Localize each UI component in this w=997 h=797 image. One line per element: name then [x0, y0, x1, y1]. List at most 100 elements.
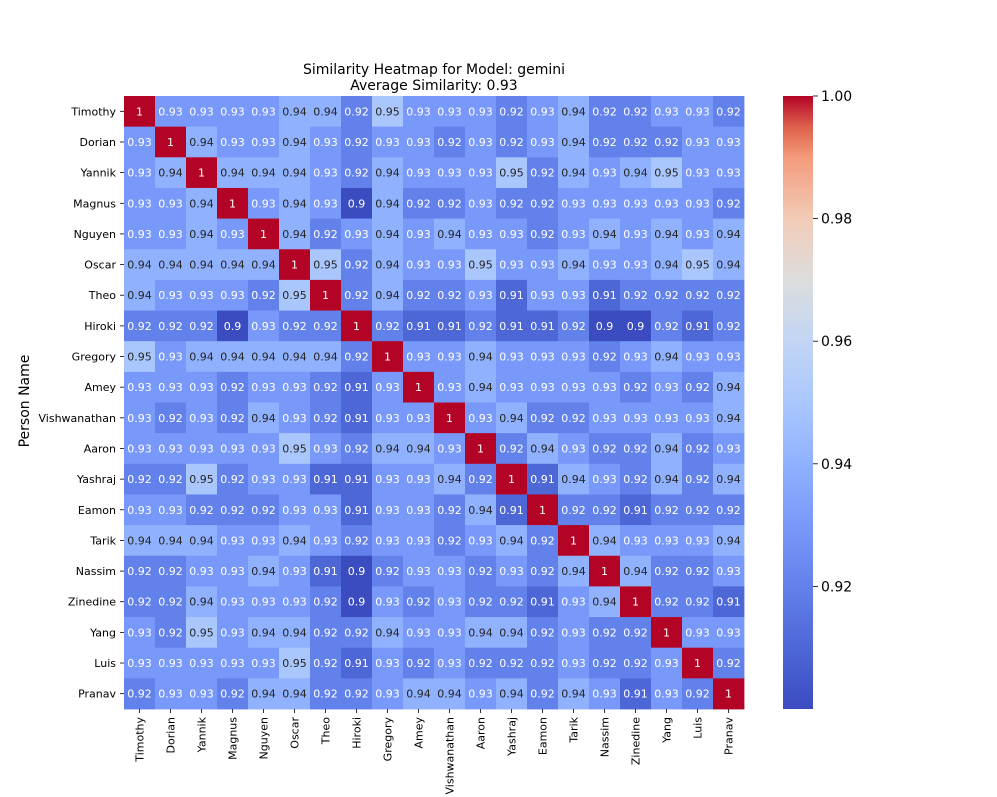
heatmap-cell-label: 0.92 — [158, 473, 183, 486]
heatmap-cell — [651, 279, 683, 311]
x-tick-label: Zinedine — [630, 717, 643, 765]
heatmap-cell — [589, 218, 621, 250]
heatmap-cell-label: 0.94 — [468, 351, 493, 364]
heatmap-cell — [589, 555, 621, 587]
heatmap-cell-label: 0.94 — [592, 534, 617, 547]
heatmap-cell — [186, 126, 218, 158]
heatmap-cell — [124, 617, 156, 649]
heatmap-cell — [465, 279, 497, 311]
heatmap-cell-label: 0.94 — [220, 167, 245, 180]
heatmap-cell — [124, 249, 156, 281]
heatmap-cell — [713, 341, 745, 373]
heatmap-cell — [186, 249, 218, 281]
heatmap-cell — [682, 494, 714, 526]
heatmap-cell-label: 0.92 — [189, 504, 214, 517]
heatmap-cell — [341, 126, 373, 158]
heatmap-cell — [155, 494, 187, 526]
heatmap-cell — [682, 463, 714, 495]
heatmap-cell-label: 0.94 — [189, 136, 214, 149]
heatmap-cell-label: 0.94 — [716, 412, 741, 425]
heatmap-cell-label: 0.93 — [468, 167, 493, 180]
heatmap-cell — [124, 433, 156, 465]
heatmap-cell-label: 0.93 — [251, 320, 276, 333]
x-tick-label: Luis — [692, 717, 705, 739]
heatmap-cell — [341, 525, 373, 557]
heatmap-cell — [279, 525, 311, 557]
chart-subtitle: Average Similarity: 0.93 — [350, 78, 517, 94]
y-tick-label: Pranav — [78, 688, 116, 701]
heatmap-cell — [651, 341, 683, 373]
heatmap-cell-label: 0.91 — [530, 473, 555, 486]
x-tick-label: Eamon — [537, 717, 550, 755]
heatmap-cell-label: 0.94 — [468, 626, 493, 639]
heatmap-cell — [217, 96, 249, 128]
heatmap-cell — [372, 96, 404, 128]
heatmap-cell-label: 0.92 — [344, 167, 369, 180]
heatmap-cell — [682, 218, 714, 250]
heatmap-cell — [155, 402, 187, 434]
heatmap-cell — [248, 494, 280, 526]
heatmap-cell — [465, 96, 497, 128]
heatmap-cell-label: 0.93 — [375, 412, 400, 425]
heatmap-cell-label: 0.9 — [224, 320, 242, 333]
heatmap-cell-label: 0.94 — [654, 228, 679, 241]
heatmap-cell — [248, 249, 280, 281]
heatmap-cell-label: 0.94 — [716, 381, 741, 394]
heatmap-cell-label: 0.94 — [189, 259, 214, 272]
y-tick-label: Yannik — [80, 167, 117, 180]
heatmap-cell — [372, 402, 404, 434]
heatmap-cell — [403, 218, 435, 250]
heatmap-cell-label: 0.92 — [313, 228, 338, 241]
heatmap-cell — [217, 586, 249, 618]
heatmap-cell-label: 0.92 — [623, 442, 648, 455]
heatmap-cell — [434, 678, 466, 710]
heatmap-cell — [434, 525, 466, 557]
heatmap-cell — [527, 678, 559, 710]
heatmap-cell-label: 0.94 — [499, 626, 524, 639]
heatmap-cell — [682, 187, 714, 219]
heatmap-cell-label: 1 — [570, 534, 577, 547]
heatmap-cell-label: 1 — [446, 412, 453, 425]
heatmap-cell — [124, 96, 156, 128]
heatmap-cell-label: 0.95 — [282, 657, 307, 670]
heatmap-cell — [651, 555, 683, 587]
heatmap-cell-label: 1 — [508, 473, 515, 486]
heatmap-cell-label: 0.93 — [220, 442, 245, 455]
heatmap-cell — [372, 494, 404, 526]
heatmap-cell — [713, 525, 745, 557]
heatmap-cell — [713, 249, 745, 281]
heatmap-cell-label: 0.92 — [406, 289, 431, 302]
heatmap-cell-label: 0.94 — [313, 351, 338, 364]
x-axis-ticks: Timothy Dorian Yannik Magnus Nguyen Oscar Theo… — [134, 709, 736, 795]
heatmap-cell-label: 0.94 — [282, 351, 307, 364]
heatmap-cell — [651, 678, 683, 710]
heatmap-cell — [682, 279, 714, 311]
heatmap-cell-label: 0.92 — [220, 504, 245, 517]
heatmap-cell — [589, 371, 621, 403]
heatmap-cell — [341, 341, 373, 373]
heatmap-cell — [620, 157, 652, 189]
heatmap-cell-label: 0.9 — [348, 596, 366, 609]
heatmap-cell-label: 0.92 — [716, 197, 741, 210]
heatmap-cell — [558, 279, 590, 311]
heatmap-cell — [186, 678, 218, 710]
heatmap-cell — [651, 310, 683, 342]
heatmap-cell-label: 0.92 — [592, 351, 617, 364]
heatmap-cell — [434, 96, 466, 128]
heatmap-cell-label: 0.92 — [127, 473, 152, 486]
heatmap-cell — [217, 187, 249, 219]
heatmap-cell-label: 0.94 — [716, 473, 741, 486]
heatmap-cell — [310, 126, 342, 158]
heatmap-cell-label: 1 — [663, 626, 670, 639]
heatmap-cell-label: 1 — [353, 320, 360, 333]
heatmap-cell — [620, 494, 652, 526]
heatmap-cell-label: 0.92 — [685, 596, 710, 609]
heatmap-cell-label: 0.94 — [375, 289, 400, 302]
heatmap-cell — [527, 371, 559, 403]
heatmap-cell-label: 0.92 — [313, 596, 338, 609]
heatmap-cell — [558, 433, 590, 465]
heatmap-cell — [620, 525, 652, 557]
heatmap-cell — [217, 617, 249, 649]
heatmap-cell — [186, 402, 218, 434]
heatmap-cell-label: 0.92 — [530, 688, 555, 701]
